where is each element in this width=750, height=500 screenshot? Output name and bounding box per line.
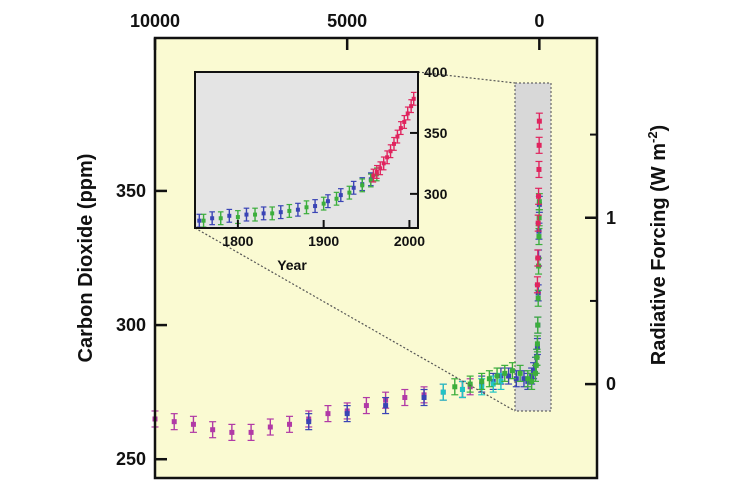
main-point-s0-5 xyxy=(247,423,255,441)
zoom-connector-top xyxy=(417,71,516,84)
inset-point-s2-9 xyxy=(401,114,408,129)
inset-point-s0-6 xyxy=(295,202,301,217)
main-point-s4-3 xyxy=(535,187,543,205)
main-point-s0-6 xyxy=(266,418,274,436)
inset-point-s1-5 xyxy=(286,203,293,218)
y-tick-label-0: 250 xyxy=(116,449,146,469)
inset-x-tick-label-2: 2000 xyxy=(394,233,425,249)
main-point-s4-6 xyxy=(535,112,543,130)
main-point-s1-3 xyxy=(420,388,428,407)
main-plot-frame xyxy=(153,36,599,480)
inset-y-tick-label-2: 400 xyxy=(424,64,448,80)
main-point-s3-15 xyxy=(534,289,542,307)
main-point-s3-3 xyxy=(485,370,493,388)
inset-point-s0-4 xyxy=(260,206,267,221)
inset-point-s0-7 xyxy=(312,199,318,214)
main-point-s1-8 xyxy=(505,367,513,385)
y2-tick-label-0: 0 xyxy=(606,374,616,394)
main-point-s3-14 xyxy=(534,316,542,334)
y2-tick-label-1: 1 xyxy=(606,208,616,228)
main-point-s3-0 xyxy=(451,378,459,396)
main-point-s3-4 xyxy=(493,367,501,385)
main-point-s3-6 xyxy=(508,362,516,380)
main-point-s1-0 xyxy=(305,413,313,431)
main-point-s4-4 xyxy=(535,160,543,179)
inset-point-s1-1 xyxy=(217,211,224,226)
main-point-s3-2 xyxy=(478,372,486,391)
inset-x-axis-label: Year xyxy=(277,257,307,273)
inset-point-s2-1 xyxy=(374,164,380,179)
inset-point-s2-12 xyxy=(410,91,417,106)
inset-point-s1-7 xyxy=(320,196,327,211)
main-point-s3-1 xyxy=(466,375,474,393)
main-point-s0-9 xyxy=(324,405,332,423)
y2-axis-label: Radiative Forcing (W m-2) xyxy=(645,125,670,365)
main-point-s4-5 xyxy=(535,136,543,154)
main-point-s0-11 xyxy=(362,396,370,415)
main-point-s4-2 xyxy=(534,214,542,232)
inset-point-s2-0 xyxy=(370,168,377,183)
zoom-region-box xyxy=(514,82,552,412)
main-point-s1-2 xyxy=(382,396,390,415)
y-tick-label-2: 350 xyxy=(116,181,146,201)
x-tick-label-2: 0 xyxy=(534,11,544,31)
inset-point-s0-8 xyxy=(325,194,331,209)
inset-x-tick-label-0: 1800 xyxy=(222,233,253,249)
inset-point-s1-4 xyxy=(269,206,275,221)
main-point-s3-13 xyxy=(533,335,541,353)
main-point-s0-2 xyxy=(189,415,197,433)
x-tick-label-1: 5000 xyxy=(327,11,367,31)
inset-point-s0-3 xyxy=(243,207,250,222)
inset-point-s0-2 xyxy=(226,208,233,223)
main-point-s0-4 xyxy=(228,423,236,441)
inset-point-s0-1 xyxy=(209,211,215,226)
inset-plot-frame xyxy=(194,71,419,229)
main-point-s0-13 xyxy=(401,388,409,407)
y-axis-label: Carbon Dioxide (ppm) xyxy=(75,154,97,363)
main-point-s0-3 xyxy=(209,421,217,439)
inset-y-tick-label-1: 350 xyxy=(424,125,448,141)
main-point-s3-5 xyxy=(501,364,509,382)
inset-point-s1-10 xyxy=(359,178,366,193)
main-point-s0-1 xyxy=(170,413,178,431)
main-point-s4-0 xyxy=(533,276,541,294)
x-tick-label-0: 10000 xyxy=(130,11,180,31)
main-point-s3-8 xyxy=(524,370,532,388)
inset-point-s1-3 xyxy=(252,207,258,222)
inset-point-s1-8 xyxy=(333,191,340,206)
main-point-s1-1 xyxy=(343,405,351,423)
inset-point-s0-9 xyxy=(338,188,344,203)
inset-point-s1-6 xyxy=(303,200,310,215)
inset-y-tick-label-0: 300 xyxy=(424,186,448,202)
main-point-s1-9 xyxy=(512,370,520,388)
inset-point-s0-10 xyxy=(350,180,357,195)
inset-point-s0-5 xyxy=(277,205,284,220)
main-point-s3-7 xyxy=(516,364,524,382)
main-point-s4-1 xyxy=(534,249,542,267)
zoom-connector-bottom xyxy=(194,227,516,412)
main-point-s2-0 xyxy=(439,383,447,401)
inset-point-s2-7 xyxy=(394,129,401,144)
inset-x-tick-label-1: 1900 xyxy=(308,233,339,249)
inset-point-s1-9 xyxy=(346,185,353,200)
y-tick-label-1: 300 xyxy=(116,315,146,335)
main-point-s0-7 xyxy=(286,415,294,433)
